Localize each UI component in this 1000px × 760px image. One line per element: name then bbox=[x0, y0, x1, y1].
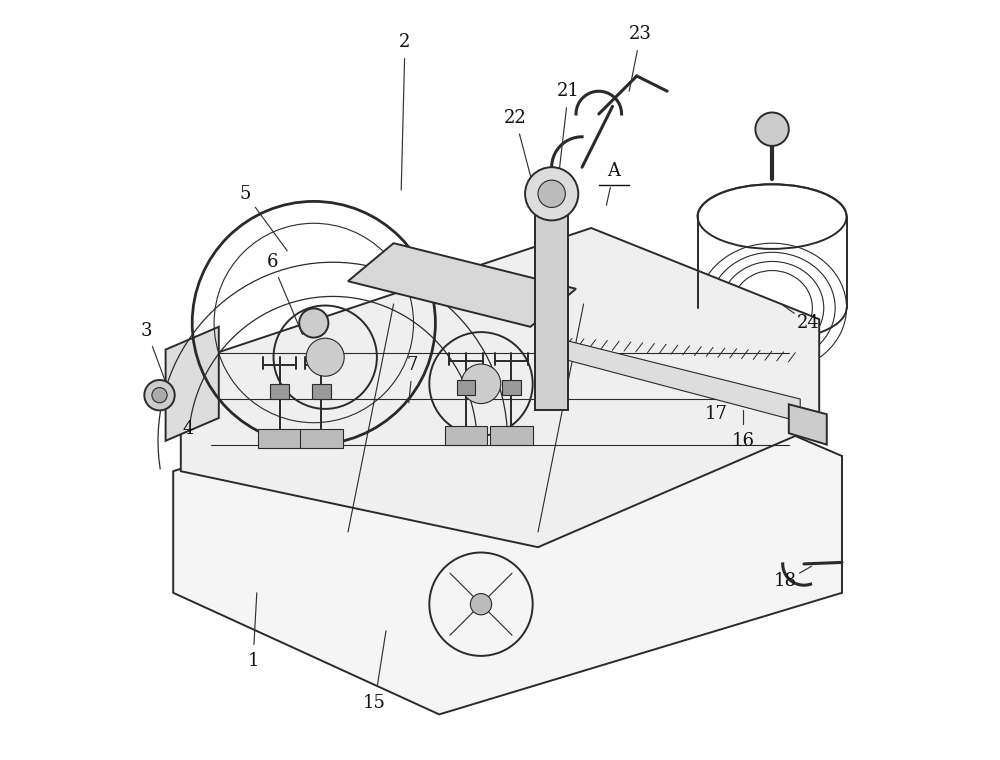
Text: A: A bbox=[608, 162, 620, 180]
Text: 7: 7 bbox=[407, 356, 418, 374]
Text: 2: 2 bbox=[399, 33, 411, 51]
Text: 4: 4 bbox=[183, 420, 194, 439]
Text: 17: 17 bbox=[705, 405, 728, 423]
Circle shape bbox=[755, 112, 789, 146]
Text: 6: 6 bbox=[266, 253, 278, 271]
Circle shape bbox=[525, 167, 578, 220]
Polygon shape bbox=[490, 426, 533, 445]
Polygon shape bbox=[300, 429, 343, 448]
Polygon shape bbox=[173, 342, 842, 714]
Circle shape bbox=[306, 338, 344, 376]
Polygon shape bbox=[502, 380, 521, 395]
Text: 22: 22 bbox=[504, 109, 527, 127]
Circle shape bbox=[299, 309, 328, 337]
Polygon shape bbox=[258, 429, 301, 448]
Circle shape bbox=[470, 594, 492, 615]
Polygon shape bbox=[457, 380, 475, 395]
Circle shape bbox=[461, 364, 501, 404]
Text: 5: 5 bbox=[240, 185, 251, 203]
Polygon shape bbox=[535, 213, 568, 410]
Text: 23: 23 bbox=[629, 25, 652, 43]
Polygon shape bbox=[166, 327, 219, 441]
Polygon shape bbox=[445, 426, 487, 445]
Polygon shape bbox=[542, 334, 800, 422]
Polygon shape bbox=[789, 404, 827, 445]
Circle shape bbox=[144, 380, 175, 410]
Polygon shape bbox=[312, 384, 331, 399]
Circle shape bbox=[538, 180, 565, 207]
Text: 15: 15 bbox=[363, 694, 386, 712]
Circle shape bbox=[152, 388, 167, 403]
Polygon shape bbox=[181, 228, 819, 547]
Polygon shape bbox=[270, 384, 289, 399]
Text: 21: 21 bbox=[557, 82, 580, 100]
Text: 24: 24 bbox=[796, 314, 819, 332]
Text: 1: 1 bbox=[247, 652, 259, 670]
Text: 3: 3 bbox=[141, 321, 152, 340]
Text: 16: 16 bbox=[732, 432, 755, 450]
Text: 18: 18 bbox=[774, 572, 796, 591]
Polygon shape bbox=[348, 243, 576, 327]
